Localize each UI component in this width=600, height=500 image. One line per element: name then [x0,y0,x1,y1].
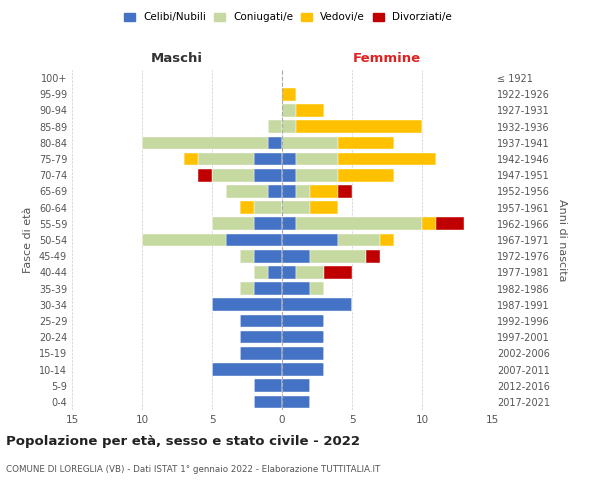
Bar [338,169,394,181]
Bar [142,234,226,246]
Bar [212,298,282,311]
Bar [296,120,422,133]
Bar [226,234,282,246]
Bar [310,250,366,262]
Bar [240,314,282,328]
Bar [282,282,310,295]
Bar [282,202,310,214]
Bar [338,234,380,246]
Bar [282,169,296,181]
Bar [240,282,254,295]
Bar [254,250,282,262]
Bar [338,185,352,198]
Bar [338,136,394,149]
Bar [380,234,394,246]
Bar [282,88,296,101]
Bar [254,218,282,230]
Bar [296,169,338,181]
Bar [282,266,296,278]
Bar [296,218,422,230]
Bar [282,152,296,166]
Bar [282,218,296,230]
Bar [268,185,282,198]
Bar [254,380,282,392]
Y-axis label: Fasce di età: Fasce di età [23,207,33,273]
Bar [212,218,254,230]
Bar [296,266,324,278]
Bar [282,250,310,262]
Bar [282,298,352,311]
Bar [240,347,282,360]
Bar [198,152,254,166]
Bar [310,202,338,214]
Bar [282,380,310,392]
Bar [282,234,338,246]
Bar [268,136,282,149]
Bar [254,202,282,214]
Bar [212,363,282,376]
Bar [282,104,296,117]
Bar [282,347,324,360]
Bar [366,250,380,262]
Legend: Celibi/Nubili, Coniugati/e, Vedovi/e, Divorziati/e: Celibi/Nubili, Coniugati/e, Vedovi/e, Di… [122,10,454,24]
Bar [198,169,212,181]
Bar [436,218,464,230]
Bar [282,314,324,328]
Bar [254,152,282,166]
Bar [310,185,338,198]
Bar [184,152,198,166]
Bar [142,136,268,149]
Bar [282,136,338,149]
Text: Femmine: Femmine [353,52,421,65]
Bar [240,250,254,262]
Bar [282,185,296,198]
Bar [226,185,268,198]
Bar [240,202,254,214]
Bar [254,169,282,181]
Bar [282,363,324,376]
Bar [254,266,268,278]
Bar [268,266,282,278]
Bar [422,218,436,230]
Text: Popolazione per età, sesso e stato civile - 2022: Popolazione per età, sesso e stato civil… [6,435,360,448]
Bar [282,331,324,344]
Bar [240,331,282,344]
Bar [282,120,296,133]
Y-axis label: Anni di nascita: Anni di nascita [557,198,567,281]
Text: COMUNE DI LOREGLIA (VB) - Dati ISTAT 1° gennaio 2022 - Elaborazione TUTTITALIA.I: COMUNE DI LOREGLIA (VB) - Dati ISTAT 1° … [6,465,380,474]
Bar [310,282,324,295]
Bar [338,152,436,166]
Bar [268,120,282,133]
Bar [324,266,352,278]
Bar [282,396,310,408]
Bar [296,185,310,198]
Text: Maschi: Maschi [151,52,203,65]
Bar [212,169,254,181]
Bar [296,152,338,166]
Bar [254,282,282,295]
Bar [296,104,324,117]
Bar [254,396,282,408]
